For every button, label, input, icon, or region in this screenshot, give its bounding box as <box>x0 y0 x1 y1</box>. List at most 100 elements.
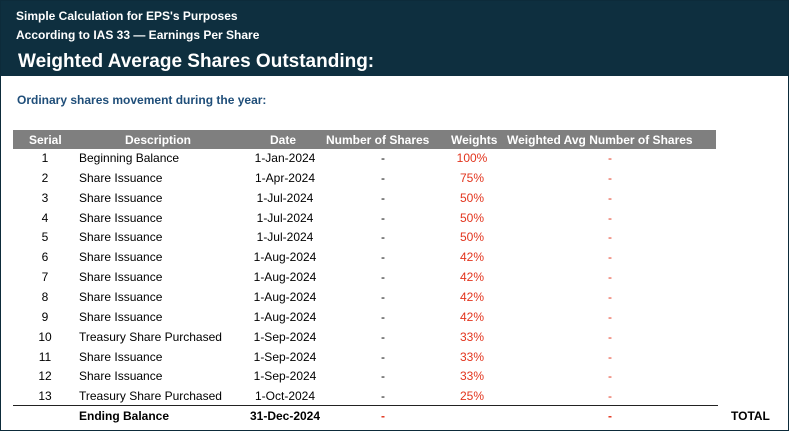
row-weight[interactable]: 50% <box>459 210 485 225</box>
row-serial[interactable]: 13 <box>38 389 52 404</box>
ending-balance-row: Ending Balance 31-Dec-2024 - - TOTAL <box>13 407 773 427</box>
row-serial[interactable]: 10 <box>38 329 52 344</box>
row-date[interactable]: 1-Jul-2024 <box>256 210 314 225</box>
row-serial[interactable]: 4 <box>41 210 49 225</box>
row-shares[interactable]: - <box>381 329 385 344</box>
row-description[interactable]: Share Issuance <box>79 230 163 245</box>
row-weighted[interactable]: - <box>608 170 612 185</box>
row-weighted[interactable]: - <box>608 190 612 205</box>
ending-description[interactable]: Ending Balance <box>79 409 170 423</box>
row-weight[interactable]: 100% <box>456 151 488 165</box>
row-description[interactable]: Share Issuance <box>79 289 163 304</box>
row-weight[interactable]: 50% <box>459 230 485 245</box>
row-weight[interactable]: 42% <box>459 289 485 304</box>
row-weight[interactable]: 42% <box>459 309 485 324</box>
row-date[interactable]: 1-Aug-2024 <box>253 250 317 265</box>
table-row: 2 Share Issuance 1-Apr-2024 - 75% - <box>13 169 773 189</box>
row-weight[interactable]: 42% <box>459 270 485 285</box>
row-shares[interactable]: - <box>381 389 385 404</box>
row-date[interactable]: 1-Sep-2024 <box>253 369 317 384</box>
row-date[interactable]: 1-Sep-2024 <box>253 329 317 344</box>
row-weighted[interactable]: - <box>608 389 612 404</box>
ending-date[interactable]: 31-Dec-2024 <box>249 409 321 423</box>
row-description[interactable]: Share Issuance <box>79 250 163 265</box>
row-description[interactable]: Share Issuance <box>79 210 163 225</box>
row-weighted[interactable]: - <box>608 329 612 344</box>
row-description[interactable]: Share Issuance <box>79 170 163 185</box>
row-serial[interactable]: 8 <box>41 289 49 304</box>
table-row: 8 Share Issuance 1-Aug-2024 - 42% - <box>13 288 773 308</box>
row-description[interactable]: Share Issuance <box>79 309 163 324</box>
row-weight[interactable]: 33% <box>459 329 485 344</box>
row-weight[interactable]: 33% <box>459 369 485 384</box>
header-weighted-avg[interactable]: Weighted Avg Number of Shares <box>507 133 693 147</box>
row-description[interactable]: Treasury Share Purchased <box>79 329 222 344</box>
row-shares[interactable]: - <box>381 349 385 364</box>
row-weighted[interactable]: - <box>608 309 612 324</box>
row-shares[interactable]: - <box>381 210 385 225</box>
header-description[interactable]: Description <box>125 133 192 147</box>
total-label[interactable]: TOTAL <box>731 409 770 423</box>
row-date[interactable]: 1-Jul-2024 <box>256 230 314 245</box>
row-date[interactable]: 1-Apr-2024 <box>254 170 316 185</box>
row-description[interactable]: Share Issuance <box>79 369 163 384</box>
row-shares[interactable]: - <box>381 170 385 185</box>
subtitle-1: Simple Calculation for EPS's Purposes <box>16 9 238 23</box>
row-shares[interactable]: - <box>381 309 385 324</box>
row-date[interactable]: 1-Oct-2024 <box>254 389 316 404</box>
row-weighted[interactable]: - <box>608 270 612 285</box>
row-weight[interactable]: 33% <box>459 349 485 364</box>
row-serial[interactable]: 6 <box>41 250 49 265</box>
row-shares[interactable]: - <box>381 250 385 265</box>
row-date[interactable]: 1-Jul-2024 <box>256 190 314 205</box>
row-date[interactable]: 1-Sep-2024 <box>253 349 317 364</box>
row-serial[interactable]: 12 <box>38 369 52 384</box>
row-serial[interactable]: 9 <box>41 309 49 324</box>
row-serial[interactable]: 2 <box>41 170 49 185</box>
row-serial[interactable]: 11 <box>38 349 52 364</box>
ending-weighted[interactable]: - <box>608 409 612 423</box>
row-description[interactable]: Share Issuance <box>79 349 163 364</box>
row-date[interactable]: 1-Aug-2024 <box>253 289 317 304</box>
header-weights[interactable]: Weights <box>451 133 498 147</box>
table-row: 1 Beginning Balance 1-Jan-2024 - 100% - <box>13 149 773 169</box>
table-row: 7 Share Issuance 1-Aug-2024 - 42% - <box>13 268 773 288</box>
header-date[interactable]: Date <box>270 133 297 147</box>
row-serial[interactable]: 7 <box>41 270 49 285</box>
row-description[interactable]: Share Issuance <box>79 270 163 285</box>
row-date[interactable]: 1-Aug-2024 <box>253 309 317 324</box>
row-weight[interactable]: 42% <box>459 250 485 265</box>
row-serial[interactable]: 1 <box>41 151 49 165</box>
table-row: 11 Share Issuance 1-Sep-2024 - 33% - <box>13 348 773 368</box>
row-weighted[interactable]: - <box>608 369 612 384</box>
ending-shares[interactable]: - <box>381 409 385 423</box>
header-number-of-shares[interactable]: Number of Shares <box>326 133 430 147</box>
row-description[interactable]: Share Issuance <box>79 190 163 205</box>
row-description[interactable]: Beginning Balance <box>79 151 180 165</box>
row-weight[interactable]: 50% <box>459 190 485 205</box>
row-weighted[interactable]: - <box>608 230 612 245</box>
row-description[interactable]: Treasury Share Purchased <box>79 389 222 404</box>
row-weighted[interactable]: - <box>608 349 612 364</box>
row-shares[interactable]: - <box>381 270 385 285</box>
row-weighted[interactable]: - <box>608 250 612 265</box>
row-shares[interactable]: - <box>381 151 385 165</box>
section-label: Ordinary shares movement during the year… <box>17 93 267 107</box>
row-shares[interactable]: - <box>381 230 385 245</box>
header-serial[interactable]: Serial <box>29 133 62 147</box>
row-shares[interactable]: - <box>381 369 385 384</box>
row-date[interactable]: 1-Jan-2024 <box>254 151 316 165</box>
row-weighted[interactable]: - <box>608 151 612 165</box>
row-serial[interactable]: 5 <box>41 230 49 245</box>
row-shares[interactable]: - <box>381 289 385 304</box>
row-weighted[interactable]: - <box>608 210 612 225</box>
row-serial[interactable]: 3 <box>41 190 49 205</box>
row-weight[interactable]: 75% <box>459 170 485 185</box>
row-date[interactable]: 1-Aug-2024 <box>253 270 317 285</box>
header-banner: Simple Calculation for EPS's Purposes Ac… <box>1 1 788 76</box>
row-shares[interactable]: - <box>381 190 385 205</box>
row-weight[interactable]: 25% <box>459 389 485 404</box>
table-row: 13 Treasury Share Purchased 1-Oct-2024 - 25%… <box>13 387 773 407</box>
row-weighted[interactable]: - <box>608 289 612 304</box>
